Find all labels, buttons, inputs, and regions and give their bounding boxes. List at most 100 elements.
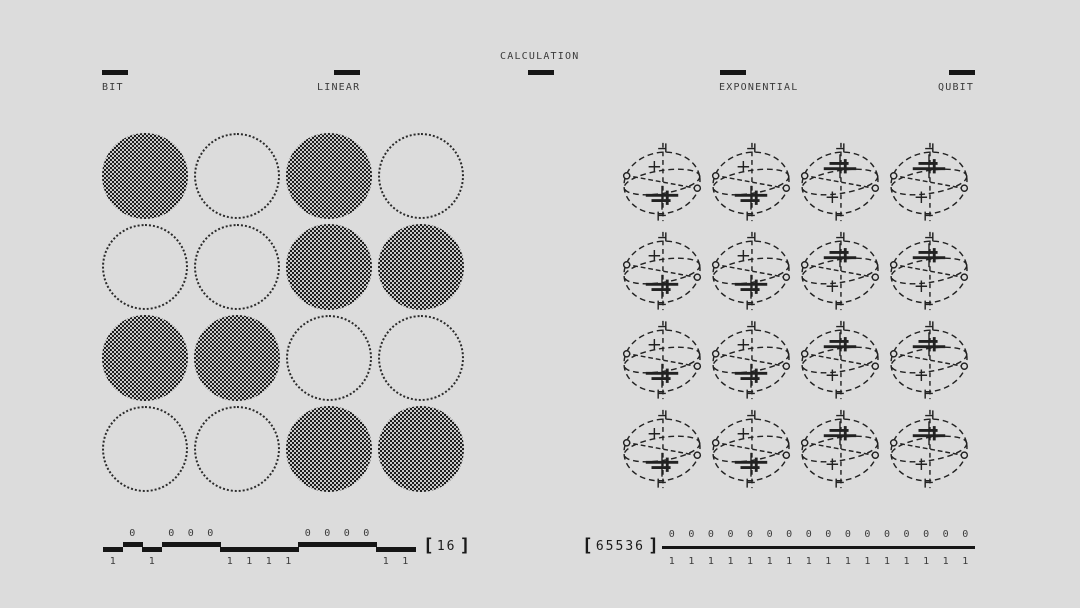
bit-wave-segment — [356, 542, 377, 547]
bit-circle-off — [102, 224, 188, 310]
bloch-sphere-icon — [709, 407, 793, 491]
bloch-sphere-icon — [709, 140, 793, 224]
qubit-one-digit: 1 — [786, 556, 793, 567]
bit-wave-segment — [239, 547, 260, 552]
bit-wave-digit: 0 — [168, 528, 175, 539]
qubit-count-readout: [ 65536 ] — [582, 537, 659, 555]
header-calculation: CALCULATION — [500, 51, 579, 75]
bit-wave-digit: 0 — [363, 528, 370, 539]
bit-circle-on — [286, 224, 372, 310]
bit-circle-on — [286, 406, 372, 492]
bloch-sphere-icon — [887, 407, 971, 491]
qubit-one-digit: 1 — [883, 556, 890, 567]
qubit-state-grid — [620, 140, 971, 491]
bit-wave-segment — [298, 542, 318, 547]
exponential-label: EXPONENTIAL — [719, 82, 799, 93]
qubit-zero-digit: 0 — [766, 529, 773, 540]
bit-wave-segment — [278, 547, 299, 552]
qubit-zero-digit: 0 — [942, 529, 949, 540]
bit-circle-on — [378, 406, 464, 492]
bit-wave-digit: 0 — [129, 528, 136, 539]
bit-label: BIT — [102, 82, 124, 93]
qubit-one-digit: 1 — [844, 556, 851, 567]
bloch-sphere-icon — [798, 140, 882, 224]
bit-wave-segment — [181, 542, 201, 547]
bit-wave-segment — [337, 542, 357, 547]
bit-wave-segment — [220, 547, 240, 552]
bloch-sphere-icon — [620, 407, 704, 491]
qubit-superposition-readout: 0 0 0 0 0 0 0 0 0 0 0 0 0 0 0 0 1 1 1 1 1 1 1 1 1 1 1 1 1 1 1 1 — [662, 528, 975, 568]
bit-circle-off — [194, 133, 280, 219]
bracket-open: [ — [582, 535, 593, 556]
bit-wave-digit: 1 — [226, 556, 233, 567]
qubit-one-digit: 1 — [805, 556, 812, 567]
bit-tick-mark — [102, 70, 128, 75]
qubit-zero-digit: 0 — [786, 529, 793, 540]
bit-wave-digit: 0 — [343, 528, 350, 539]
linear-tick-mark — [334, 70, 360, 75]
bit-wave-digit: 0 — [324, 528, 331, 539]
bit-circle-on — [378, 224, 464, 310]
bit-wave-digit: 0 — [187, 528, 194, 539]
bit-wave-digit: 1 — [109, 556, 116, 567]
bit-circle-on — [286, 133, 372, 219]
qubit-one-digit: 1 — [923, 556, 930, 567]
bloch-sphere-icon — [887, 140, 971, 224]
bit-state-grid — [102, 133, 464, 492]
qubit-zero-digit: 0 — [923, 529, 930, 540]
bit-wave-segment — [142, 547, 162, 552]
qubit-tick-mark — [949, 70, 975, 75]
bit-wave-digit: 1 — [265, 556, 272, 567]
bloch-sphere-icon — [709, 318, 793, 402]
bloch-sphere-icon — [620, 318, 704, 402]
qubit-zero-digit: 0 — [883, 529, 890, 540]
header-bit: BIT — [102, 70, 128, 93]
calculation-tick-mark — [528, 70, 554, 75]
header-linear: LINEAR — [317, 70, 360, 93]
header-exponential: EXPONENTIAL — [719, 70, 798, 93]
qubit-one-digit: 1 — [707, 556, 714, 567]
bit-circle-on — [102, 315, 188, 401]
header-qubit: QUBIT — [938, 70, 975, 93]
qubit-zero-digit: 0 — [962, 529, 969, 540]
bit-wave-segment — [103, 547, 123, 552]
superposition-line — [662, 546, 975, 549]
exponential-tick-mark — [720, 70, 746, 75]
qubit-one-digit: 1 — [942, 556, 949, 567]
bit-count-readout: [ 16 ] — [423, 537, 470, 555]
bit-wave-digit: 1 — [148, 556, 155, 567]
qubit-one-digit: 1 — [747, 556, 754, 567]
qubit-zero-digit: 0 — [707, 529, 714, 540]
bit-circle-off — [194, 224, 280, 310]
qubit-zeros-row: 0 0 0 0 0 0 0 0 0 0 0 0 0 0 0 0 — [662, 528, 975, 541]
calculation-label: CALCULATION — [500, 51, 580, 62]
bit-wave-segment — [161, 542, 182, 547]
bit-circle-off — [378, 315, 464, 401]
qubit-one-digit: 1 — [727, 556, 734, 567]
qubit-label: QUBIT — [938, 82, 975, 93]
qubit-zero-digit: 0 — [727, 529, 734, 540]
bloch-sphere-icon — [709, 229, 793, 313]
bit-wave-segment — [317, 542, 338, 547]
qubit-one-digit: 1 — [766, 556, 773, 567]
bloch-sphere-icon — [798, 407, 882, 491]
qubit-zero-digit: 0 — [844, 529, 851, 540]
bit-wave-digit: 0 — [304, 528, 311, 539]
linear-label: LINEAR — [317, 82, 361, 93]
qubit-ones-row: 1 1 1 1 1 1 1 1 1 1 1 1 1 1 1 1 — [662, 555, 975, 568]
bit-wave-segment — [122, 542, 143, 547]
bloch-sphere-icon — [887, 229, 971, 313]
bit-circle-on — [102, 133, 188, 219]
bracket-close: ] — [647, 535, 659, 556]
qubit-one-digit: 1 — [864, 556, 871, 567]
bit-wave-digit: 1 — [382, 556, 389, 567]
bit-circle-off — [378, 133, 464, 219]
bracket-open: [ — [423, 535, 434, 556]
bit-circle-on — [194, 315, 280, 401]
qubit-one-digit: 1 — [688, 556, 695, 567]
bit-circle-off — [102, 406, 188, 492]
qubit-zero-digit: 0 — [805, 529, 812, 540]
bloch-sphere-icon — [620, 140, 704, 224]
bit-count-value: 16 — [436, 538, 457, 554]
